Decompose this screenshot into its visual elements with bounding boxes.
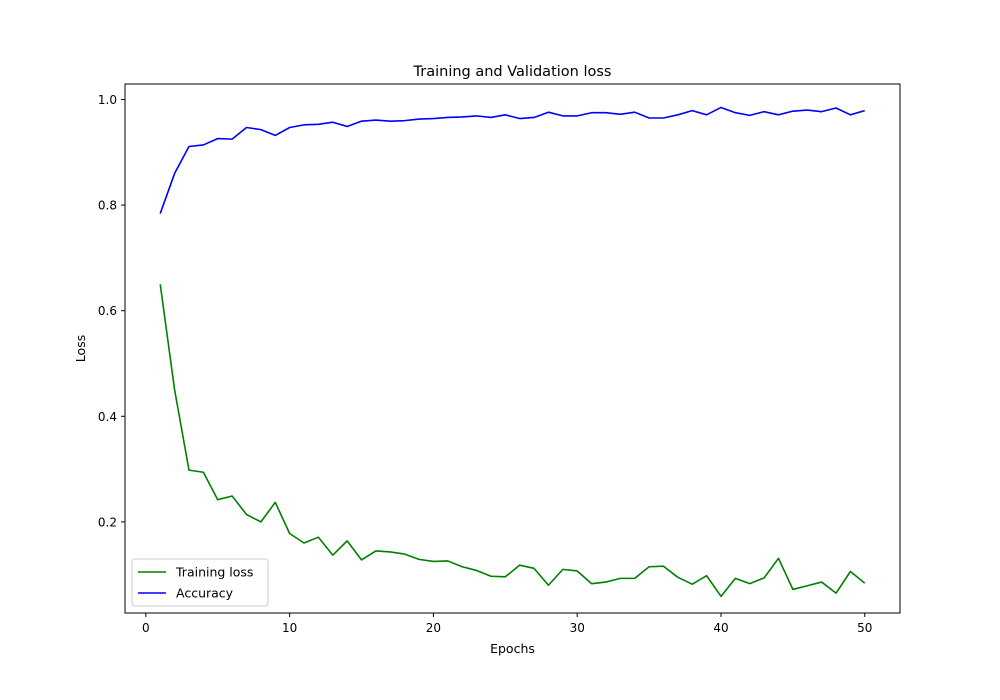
legend-box	[131, 558, 269, 607]
y-tick-label: 1.0	[98, 93, 117, 107]
series-line-training-loss	[159, 284, 866, 598]
plot-area-frame	[124, 83, 901, 614]
legend-label-accuracy: Accuracy	[176, 586, 234, 601]
x-tick-label: 0	[142, 621, 150, 635]
x-tick-label: 20	[426, 621, 441, 635]
x-tick-label: 40	[713, 621, 728, 635]
x-tick-label: 50	[857, 621, 872, 635]
y-tick-label: 0.6	[98, 304, 117, 318]
x-axis-label: Epochs	[490, 641, 535, 656]
legend: Training loss Accuracy	[131, 558, 269, 607]
x-tick-label: 30	[570, 621, 585, 635]
y-tick-label: 0.4	[98, 410, 117, 424]
legend-label-training-loss: Training loss	[175, 565, 253, 580]
y-axis-label: Loss	[73, 335, 88, 362]
x-tick-label: 10	[282, 621, 297, 635]
y-tick-label: 0.8	[98, 199, 117, 213]
chart-title: Training and Validation loss	[413, 64, 612, 80]
series-line-accuracy	[159, 106, 865, 214]
y-tick-label: 0.2	[98, 515, 117, 529]
